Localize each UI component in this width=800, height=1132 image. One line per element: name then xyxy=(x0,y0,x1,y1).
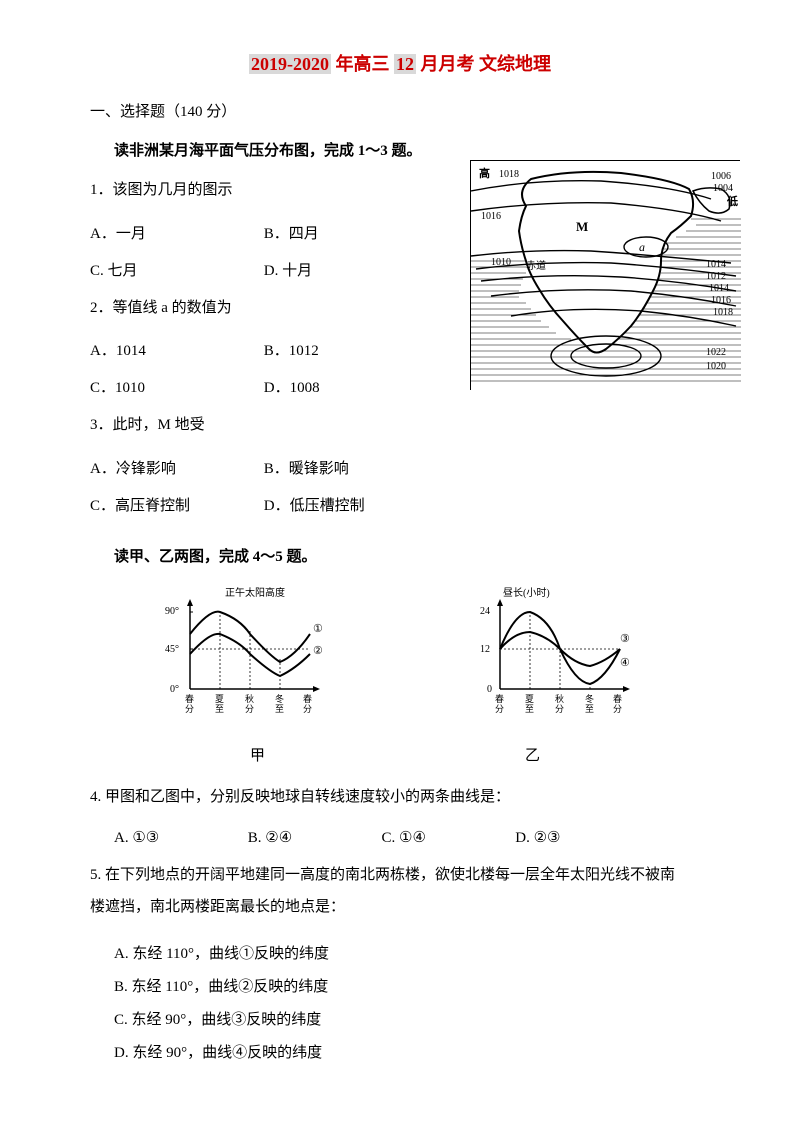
q5-opt-c: C. 东经 90°，曲线③反映的纬度 xyxy=(114,1004,710,1037)
q3-options-row2: C．高压脊控制 D．低压槽控制 xyxy=(90,494,710,515)
chart2-title: 昼长(小时) xyxy=(503,587,550,599)
q3-opt-d: D．低压槽控制 xyxy=(264,494,365,515)
q4-opt-a: A. ①③ xyxy=(114,828,244,847)
chart-label-yi: 乙 xyxy=(525,744,540,765)
svg-text:M: M xyxy=(576,219,588,234)
svg-text:0°: 0° xyxy=(170,684,179,695)
instruction-1: 读非洲某月海平面气压分布图，完成 1～3 题。 xyxy=(114,139,710,160)
chart1-title: 正午太阳高度 xyxy=(225,586,285,599)
chart-label-jia: 甲 xyxy=(250,744,265,765)
question-4: 4. 甲图和乙图中，分别反映地球自转线速度较小的两条曲线是： xyxy=(90,785,710,811)
svg-text:至: 至 xyxy=(525,704,534,714)
q5-opt-a: A. 东经 110°，曲线①反映的纬度 xyxy=(114,938,710,971)
svg-text:至: 至 xyxy=(585,704,594,714)
svg-text:冬: 冬 xyxy=(585,693,594,704)
chart-yi: 昼长(小时) 24 12 0 ③ ④ 春 夏 秋 冬 春 分 至 分 至 分 xyxy=(465,584,645,714)
q1-opt-b: B．四月 xyxy=(264,222,319,243)
q5-opt-d: D. 东经 90°，曲线④反映的纬度 xyxy=(114,1037,710,1070)
svg-text:1022: 1022 xyxy=(706,347,726,358)
svg-text:90°: 90° xyxy=(165,606,179,617)
svg-text:分: 分 xyxy=(495,704,504,714)
svg-text:春: 春 xyxy=(303,693,312,704)
svg-text:分: 分 xyxy=(245,704,254,714)
svg-text:冬: 冬 xyxy=(275,693,284,704)
svg-text:a: a xyxy=(639,240,645,254)
q4-opt-b: B. ②④ xyxy=(248,828,378,847)
svg-text:1006: 1006 xyxy=(711,171,731,182)
chart-labels: 甲 乙 xyxy=(90,744,710,765)
q4-opt-d: D. ②③ xyxy=(515,828,645,847)
svg-text:秋: 秋 xyxy=(555,693,564,704)
svg-text:1004: 1004 xyxy=(713,183,733,194)
question-5-line2: 楼遮挡，南北两楼距离最长的地点是： xyxy=(90,895,710,921)
svg-text:夏: 夏 xyxy=(215,694,224,704)
svg-text:高: 高 xyxy=(479,166,490,180)
svg-text:②: ② xyxy=(313,645,323,657)
svg-text:至: 至 xyxy=(275,704,284,714)
title-hl1: 2019-2020 xyxy=(249,54,331,74)
q3-opt-c: C．高压脊控制 xyxy=(90,494,260,515)
svg-text:0: 0 xyxy=(487,684,492,695)
svg-text:1018: 1018 xyxy=(713,307,733,318)
svg-text:1014: 1014 xyxy=(706,259,726,270)
instruction-2: 读甲、乙两图，完成 4～5 题。 xyxy=(114,545,710,566)
q1-opt-a: A．一月 xyxy=(90,222,260,243)
q3-options-row1: A．冷锋影响 B．暖锋影响 xyxy=(90,457,710,478)
svg-text:1010: 1010 xyxy=(491,257,511,268)
svg-text:1018: 1018 xyxy=(499,169,519,180)
svg-text:③: ③ xyxy=(620,633,630,645)
svg-text:夏: 夏 xyxy=(525,694,534,704)
q2-opt-b: B．1012 xyxy=(264,339,319,360)
svg-text:45°: 45° xyxy=(165,644,179,655)
svg-text:春: 春 xyxy=(185,693,194,704)
q3-opt-b: B．暖锋影响 xyxy=(264,457,349,478)
page-title: 2019-2020 年高三 12 月月考 文综地理 xyxy=(90,50,710,76)
svg-text:1012: 1012 xyxy=(706,271,726,282)
charts-row: 正午太阳高度 90° 45° 0° ① ② 春 夏 秋 冬 春 分 至 分 至 分 xyxy=(90,584,710,714)
q4-opt-c: C. ①④ xyxy=(382,828,512,847)
q1-opt-d: D. 十月 xyxy=(264,259,312,280)
svg-text:赤道: 赤道 xyxy=(526,259,546,272)
svg-text:12: 12 xyxy=(480,644,490,655)
svg-text:24: 24 xyxy=(480,606,490,617)
q2-opt-c: C．1010 xyxy=(90,376,260,397)
svg-text:春: 春 xyxy=(495,693,504,704)
q2-opt-d: D．1008 xyxy=(264,376,320,397)
chart-jia: 正午太阳高度 90° 45° 0° ① ② 春 夏 秋 冬 春 分 至 分 至 分 xyxy=(155,584,335,714)
title-mid1: 年高三 xyxy=(331,54,394,74)
svg-text:至: 至 xyxy=(215,704,224,714)
svg-text:低: 低 xyxy=(726,194,738,208)
svg-text:秋: 秋 xyxy=(245,693,254,704)
questions-1-3: 高1018 1006 1004 低 1016 M a 1010 赤道 1014 … xyxy=(90,178,710,515)
svg-text:分: 分 xyxy=(555,704,564,714)
question-3: 3．此时，M 地受 xyxy=(90,413,710,439)
q1-opt-c: C. 七月 xyxy=(90,259,260,280)
svg-text:1020: 1020 xyxy=(706,361,726,372)
q5-options: A. 东经 110°，曲线①反映的纬度 B. 东经 110°，曲线②反映的纬度 … xyxy=(114,938,710,1070)
section-heading: 一、选择题（140 分） xyxy=(90,100,710,121)
africa-pressure-map: 高1018 1006 1004 低 1016 M a 1010 赤道 1014 … xyxy=(470,160,740,390)
svg-text:1014: 1014 xyxy=(709,283,729,294)
svg-text:1016: 1016 xyxy=(481,211,501,222)
svg-text:1016: 1016 xyxy=(711,295,731,306)
svg-text:分: 分 xyxy=(613,704,622,714)
svg-text:春: 春 xyxy=(613,693,622,704)
q3-opt-a: A．冷锋影响 xyxy=(90,457,260,478)
q4-options: A. ①③ B. ②④ C. ①④ D. ②③ xyxy=(114,828,710,847)
q5-opt-b: B. 东经 110°，曲线②反映的纬度 xyxy=(114,971,710,1004)
svg-text:④: ④ xyxy=(620,657,630,669)
svg-text:①: ① xyxy=(313,623,323,635)
svg-text:分: 分 xyxy=(303,704,312,714)
title-mid2: 月月考 文综地理 xyxy=(416,54,551,74)
svg-text:分: 分 xyxy=(185,704,194,714)
q2-opt-a: A．1014 xyxy=(90,339,260,360)
title-hl2: 12 xyxy=(394,54,416,74)
question-5-line1: 5. 在下列地点的开阔平地建同一高度的南北两栋楼，欲使北楼每一层全年太阳光线不被… xyxy=(90,863,710,889)
